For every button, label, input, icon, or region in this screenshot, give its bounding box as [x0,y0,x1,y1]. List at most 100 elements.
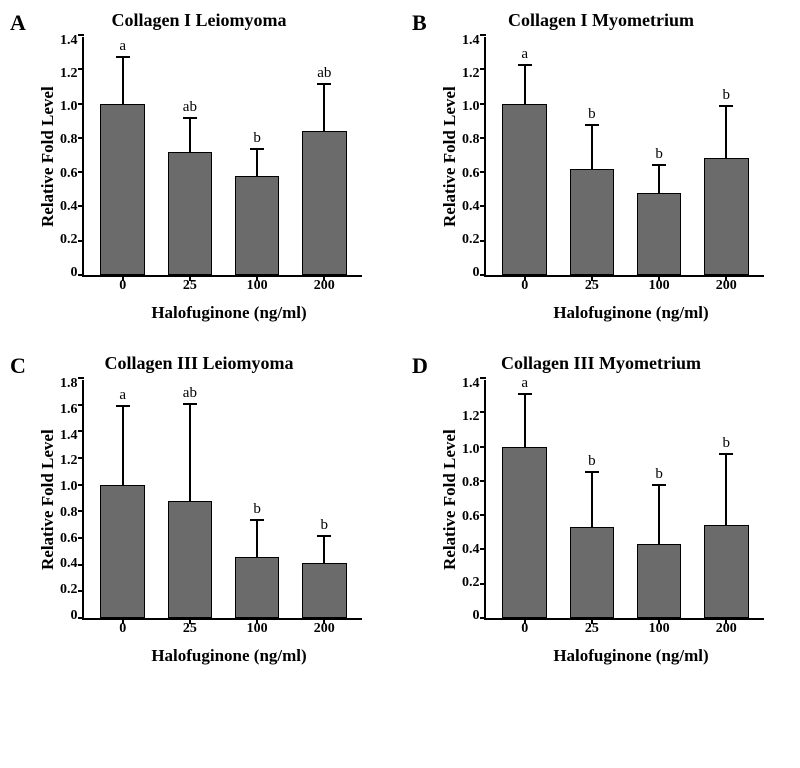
significance-label: a [119,387,126,404]
panel-a: ACollagen I LeiomyomaRelative Fold Level… [10,10,388,323]
bar: a [502,447,547,618]
y-axis-label: Relative Fold Level [440,380,460,620]
y-tick-label: 0.6 [60,531,78,547]
error-bar [189,118,191,152]
y-tick-label: 1.0 [60,479,78,495]
x-tick-label: 0 [119,278,126,294]
y-tick-mark [78,377,84,379]
y-tick-mark [480,548,486,550]
error-cap [585,124,599,126]
panel-title: Collagen III Myometrium [412,353,790,374]
x-tick-label: 100 [247,621,268,637]
y-tick-mark [78,510,84,512]
y-tick-mark [480,68,486,70]
y-tick-label: 0 [71,265,78,281]
y-tick-label: 1.6 [60,402,78,418]
panel-title: Collagen III Leiomyoma [10,353,388,374]
panel-c: CCollagen III LeiomyomaRelative Fold Lev… [10,353,388,666]
y-tick-label: 0.2 [462,575,480,591]
significance-label: ab [183,99,197,116]
significance-label: b [321,517,329,534]
x-tick-label: 200 [314,621,335,637]
y-tick-label: 0.6 [60,166,78,182]
y-tick-label: 0.2 [462,232,480,248]
significance-label: ab [183,385,197,402]
error-bar [256,149,258,176]
error-bar [591,472,593,529]
error-bar [122,57,124,105]
y-tick-label: 1.0 [462,99,480,115]
bar-chart: a0ab25b100ab200 [82,37,362,277]
bar: b [302,563,347,618]
bar-chart: a0b25b100b200 [484,37,764,277]
significance-label: b [253,130,261,147]
significance-label: b [723,87,731,104]
bar: a [100,104,145,275]
plot-area: Relative Fold Level1.41.21.00.80.60.40.2… [38,37,388,281]
y-axis-label: Relative Fold Level [440,37,460,277]
y-tick-label: 1.4 [462,376,480,392]
significance-label: a [521,375,528,392]
y-tick-label: 0.8 [462,475,480,491]
significance-label: b [588,453,596,470]
y-tick-mark [78,617,84,619]
significance-label: b [253,501,261,518]
y-tick-label: 1.4 [462,33,480,49]
error-bar [256,520,258,557]
x-tick-label: 0 [521,278,528,294]
y-tick-label: 1.2 [462,66,480,82]
x-tick-label: 25 [183,278,197,294]
y-tick-label: 0 [71,608,78,624]
x-tick-label: 25 [585,621,599,637]
error-cap [116,56,130,58]
error-bar [658,485,660,545]
bar: b [570,527,615,618]
error-bar [725,106,727,159]
bar: b [570,169,615,275]
significance-label: b [588,106,596,123]
y-tick-label: 1.0 [60,99,78,115]
error-cap [183,117,197,119]
y-tick-mark [78,103,84,105]
y-tick-mark [480,480,486,482]
y-tick-mark [78,590,84,592]
error-cap [317,535,331,537]
bar: ab [168,501,213,618]
bar: ab [302,131,347,275]
y-tick-mark [480,617,486,619]
y-tick-label: 0.6 [462,509,480,525]
significance-label: a [521,46,528,63]
bar-chart: a0ab25b100b200 [82,380,362,620]
y-tick-mark [78,564,84,566]
error-bar [591,125,593,170]
bar: b [235,176,280,275]
y-tick-label: 0.4 [462,199,480,215]
y-tick-mark [78,240,84,242]
error-bar [323,84,325,132]
y-tick-labels: 1.81.61.41.21.00.80.60.40.20 [60,376,82,624]
panel-letter: A [10,10,26,36]
y-tick-mark [78,457,84,459]
y-tick-mark [480,274,486,276]
y-tick-label: 0.8 [462,132,480,148]
bar: a [502,104,547,275]
x-tick-label: 25 [585,278,599,294]
y-tick-mark [480,171,486,173]
y-tick-mark [78,430,84,432]
panel-title: Collagen I Leiomyoma [10,10,388,31]
significance-label: ab [317,65,331,82]
significance-label: b [655,466,663,483]
y-tick-mark [78,537,84,539]
error-cap [518,393,532,395]
bar: b [637,544,682,618]
error-bar [323,536,325,564]
y-tick-mark [480,205,486,207]
error-bar [122,406,124,486]
x-tick-label: 25 [183,621,197,637]
error-cap [183,403,197,405]
y-tick-label: 1.4 [60,428,78,444]
x-tick-label: 100 [649,278,670,294]
y-tick-mark [480,34,486,36]
y-tick-mark [78,484,84,486]
y-tick-mark [480,514,486,516]
